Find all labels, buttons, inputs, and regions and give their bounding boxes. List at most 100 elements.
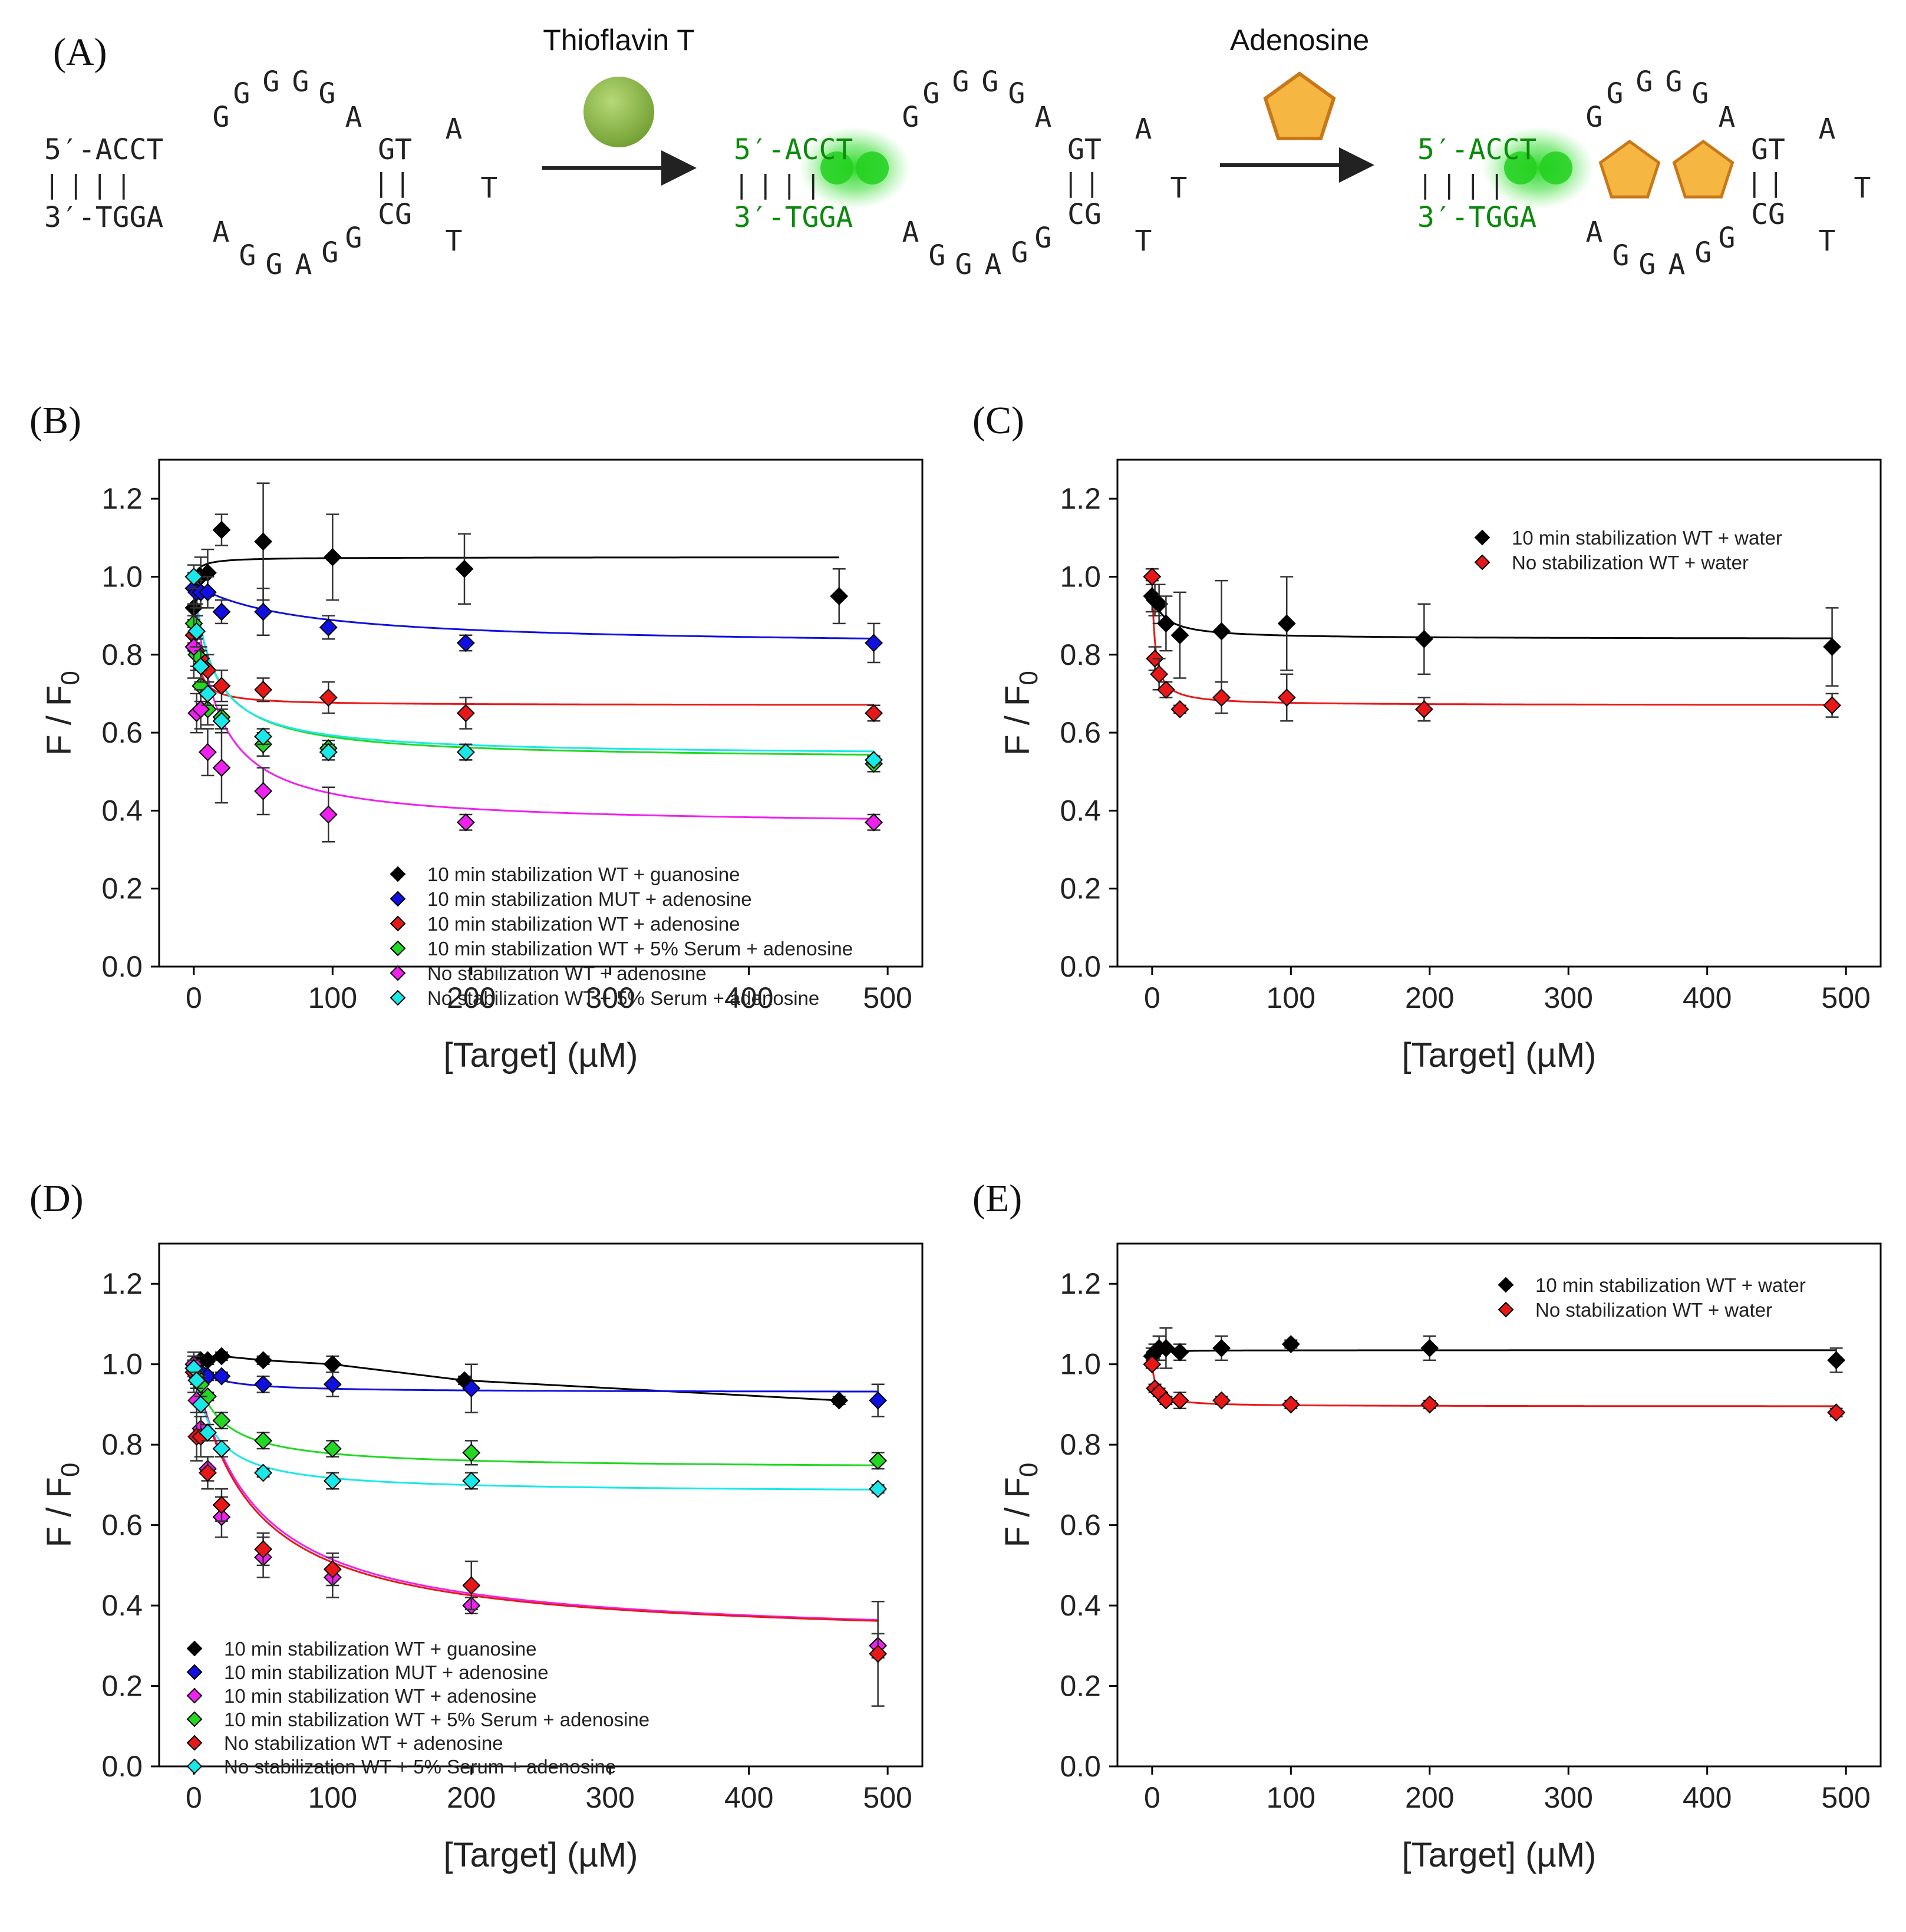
- x-tick-label: 300: [1544, 1781, 1593, 1814]
- data-point: [830, 1391, 849, 1410]
- fit-curve: [193, 1364, 878, 1466]
- data-point: [1150, 595, 1169, 614]
- legend-marker: [390, 965, 406, 981]
- legend-marker: [186, 1640, 203, 1657]
- data-point: [254, 602, 273, 621]
- x-tick-label: 0: [1144, 981, 1160, 1014]
- struct1-bottom-loop-base: G: [345, 222, 362, 255]
- data-point: [212, 1367, 231, 1386]
- data-point: [1823, 696, 1842, 715]
- struct1-top-loop-base: G: [263, 65, 280, 98]
- data-point: [1277, 614, 1296, 633]
- struct2-stem-top: GT: [1067, 133, 1102, 166]
- legend-label: 10 min stabilization WT + water: [1535, 1274, 1806, 1296]
- fit-curve: [1151, 576, 1832, 706]
- panel-a-label: (A): [53, 31, 107, 74]
- y-axis-label: F / F0: [40, 671, 85, 756]
- fit-curve: [193, 615, 874, 706]
- fit-curve: [193, 576, 874, 820]
- struct2-pairs: ||||: [734, 170, 829, 200]
- data-point: [198, 684, 217, 703]
- x-axis-label: [Target] (µM): [444, 1036, 638, 1074]
- data-point: [1414, 700, 1433, 718]
- struct2-bottom-loop-base: A: [985, 248, 1002, 281]
- data-point: [865, 704, 883, 723]
- data-point: [1156, 1338, 1175, 1357]
- data-point: [212, 711, 231, 730]
- x-tick-label: 500: [863, 1781, 912, 1814]
- data-point: [254, 727, 273, 746]
- y-tick-label: 0.6: [101, 1509, 143, 1542]
- struct3-hairpin-base: A: [1819, 113, 1836, 146]
- data-point: [319, 618, 338, 637]
- panel-label: (E): [972, 1177, 1022, 1220]
- y-tick-label: 1.0: [1060, 560, 1101, 593]
- y-tick-label: 0.6: [1060, 1509, 1101, 1542]
- legend-label: No stabilization WT + water: [1512, 552, 1749, 573]
- plot-frame: [1116, 1242, 1882, 1768]
- struct1-five-prime: 5′-ACCT: [44, 133, 163, 166]
- data-point: [1420, 1395, 1439, 1414]
- x-tick-label: 400: [1683, 981, 1732, 1014]
- struct3-five-prime: 5′-ACCT: [1417, 133, 1536, 166]
- legend-label: 10 min stabilization MUT + adenosine: [224, 1661, 549, 1683]
- plot-frame: [1116, 459, 1882, 968]
- data-point: [198, 743, 217, 761]
- struct3-three-prime: 3′-TGGA: [1417, 201, 1536, 234]
- legend-marker: [186, 1735, 203, 1751]
- fit-curve: [193, 1364, 878, 1621]
- struct1-bottom-loop-base: A: [295, 248, 312, 281]
- struct3-tht-glow-icon: [1482, 127, 1594, 209]
- struct2-tht-dot-icon: [856, 151, 889, 184]
- legend-label: 10 min stabilization WT + water: [1512, 527, 1782, 549]
- legend-marker: [390, 940, 406, 957]
- struct1-hairpin-base: A: [446, 113, 463, 146]
- data-point: [1212, 1391, 1231, 1410]
- struct1-hairpin-base: T: [446, 225, 463, 258]
- x-tick-label: 200: [447, 981, 496, 1014]
- struct3-bottom-loop-base: G: [1719, 222, 1736, 255]
- legend-label: 10 min stabilization MUT + adenosine: [427, 888, 752, 910]
- data-point: [192, 1395, 210, 1414]
- tht-label: Thioflavin T: [543, 24, 695, 57]
- struct1-stem-pairs: ||: [374, 168, 417, 198]
- y-tick-label: 0.6: [101, 716, 143, 749]
- data-point: [1143, 1355, 1162, 1374]
- fit-curve: [193, 556, 839, 578]
- struct2-top-loop-base: G: [982, 65, 999, 98]
- data-point: [254, 1375, 273, 1394]
- x-tick-label: 400: [724, 1781, 773, 1814]
- struct3-top-loop-base: G: [1607, 77, 1624, 110]
- y-axis-label-main: F / F: [40, 685, 78, 756]
- data-point: [198, 1463, 217, 1482]
- fit-curve: [193, 1364, 878, 1491]
- x-tick-label: 200: [447, 1781, 496, 1814]
- struct1-bottom-loop-base: A: [213, 216, 230, 249]
- plot-frame: [158, 1242, 924, 1768]
- fit-curve: [193, 1355, 839, 1402]
- y-tick-label: 0.8: [1060, 1428, 1101, 1461]
- y-tick-label: 1.2: [1060, 1267, 1101, 1300]
- struct2-top-loop-base: G: [923, 77, 940, 110]
- y-tick-label: 1.2: [101, 482, 143, 515]
- data-point: [1170, 626, 1189, 645]
- y-tick-label: 0.8: [1060, 638, 1101, 671]
- struct2-bottom-loop-base: G: [1035, 222, 1052, 255]
- legend-label: 10 min stabilization WT + 5% Serum + ade…: [427, 938, 853, 960]
- data-point: [456, 634, 475, 652]
- data-point: [319, 743, 338, 761]
- data-point: [254, 1431, 273, 1450]
- struct3-top-loop-base: G: [1636, 65, 1653, 98]
- x-tick-label: 200: [1405, 1781, 1454, 1814]
- data-point: [1212, 688, 1231, 707]
- y-tick-label: 0.4: [101, 1589, 143, 1622]
- x-axis-label: [Target] (µM): [444, 1836, 638, 1874]
- struct2-tht-glow-icon: [799, 127, 911, 209]
- x-tick-label: 100: [308, 981, 357, 1014]
- y-axis-label-main: F / F: [40, 1477, 78, 1547]
- data-point: [254, 1540, 273, 1558]
- x-tick-label: 100: [1267, 981, 1315, 1014]
- x-tick-label: 300: [1544, 981, 1593, 1014]
- data-point: [319, 688, 338, 707]
